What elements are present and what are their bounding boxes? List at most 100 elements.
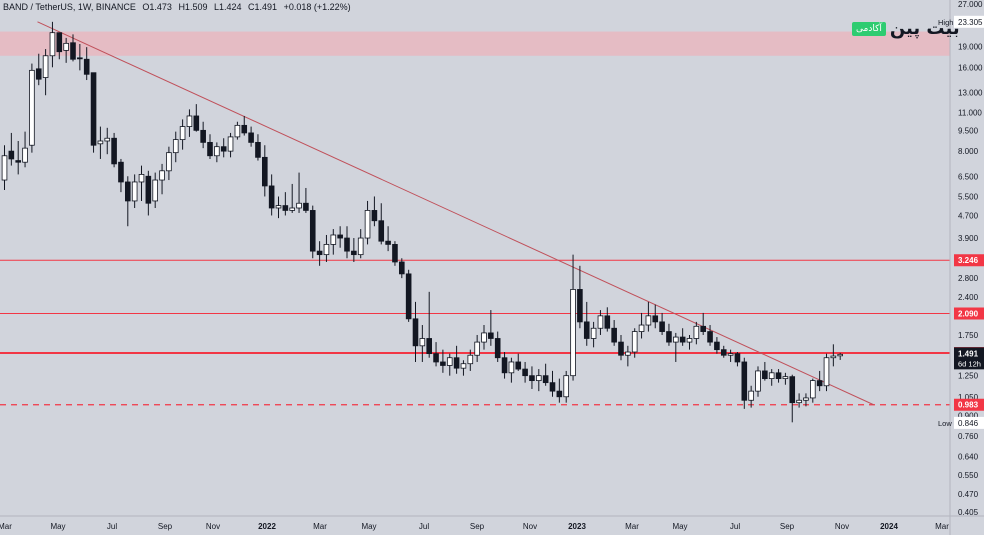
x-tick-label: Nov <box>523 522 537 531</box>
candle-body <box>316 250 323 256</box>
candle-body <box>323 244 330 256</box>
candle-body <box>542 375 549 384</box>
candle-body <box>234 124 241 138</box>
candle-body <box>282 205 289 211</box>
candle-body <box>522 368 528 377</box>
candle-body <box>768 372 775 380</box>
candle-body <box>159 170 165 181</box>
candle-body <box>200 129 206 143</box>
symbol-label: BAND / TetherUS, 1W, BINANCE <box>3 2 136 12</box>
candle-body <box>789 376 796 404</box>
last-price-value: 1.491 <box>958 349 979 358</box>
candle-body <box>371 210 378 222</box>
candle-body <box>70 42 76 60</box>
candle-body <box>49 32 56 57</box>
candle-body <box>782 376 789 380</box>
candle-body <box>536 375 542 382</box>
candle-body <box>748 390 754 401</box>
candle-body <box>570 289 576 377</box>
candle-body <box>673 336 679 343</box>
candle-body <box>810 380 816 399</box>
candle-body <box>638 324 645 332</box>
y-tick-label: 0.550 <box>958 471 979 480</box>
candle-body <box>741 361 748 401</box>
x-tick-label: 2022 <box>258 522 276 531</box>
last-price-badge <box>954 347 984 370</box>
y-tick-label: 16.000 <box>958 63 983 72</box>
candle-body <box>337 234 343 239</box>
candle-body <box>90 72 97 146</box>
candle-body <box>131 181 138 202</box>
candle-body <box>296 202 302 209</box>
y-tick-label: 19.000 <box>958 43 983 52</box>
extreme-value: 0.846 <box>958 419 979 428</box>
y-tick-label: 4.700 <box>958 211 979 220</box>
candle-body <box>344 237 350 252</box>
candle-body <box>104 137 111 142</box>
candle-body <box>186 115 193 127</box>
candle-body <box>29 69 35 146</box>
candle-body <box>77 57 83 60</box>
logo-text: بیت پین <box>889 18 960 39</box>
candle-body <box>303 202 309 211</box>
trendline <box>37 21 874 406</box>
candle-body <box>577 289 583 323</box>
candle-body <box>289 207 295 211</box>
candle-body <box>22 147 28 163</box>
candle-body <box>8 150 15 160</box>
level-value: 2.090 <box>958 309 979 318</box>
candle-body <box>392 244 398 263</box>
candle-body <box>453 357 460 369</box>
candle-body <box>83 58 90 75</box>
candle-body <box>152 179 159 202</box>
extreme-value: 23.305 <box>958 18 983 27</box>
candle-body <box>227 136 234 152</box>
candle-body <box>309 210 316 252</box>
candle-body <box>734 353 741 363</box>
y-tick-label: 0.470 <box>958 490 979 499</box>
candle-body <box>97 140 104 145</box>
candle-body <box>433 353 439 363</box>
x-tick-label: 2024 <box>880 522 898 531</box>
x-tick-label: Mar <box>313 522 327 531</box>
candle-body <box>645 315 652 326</box>
candle-body <box>179 126 186 141</box>
candle-body <box>385 240 391 245</box>
candle-body <box>467 354 474 365</box>
candle-body <box>666 331 672 343</box>
x-tick-label: May <box>672 522 687 531</box>
candle-body <box>275 205 282 209</box>
open-value: O1.473 <box>142 2 172 12</box>
candle-body <box>351 250 357 256</box>
candle-body <box>494 338 501 359</box>
candle-body <box>563 375 569 398</box>
candle-body <box>474 341 480 356</box>
y-tick-label: 0.640 <box>958 453 979 462</box>
y-tick-label: 2.800 <box>958 274 979 283</box>
candle-body <box>775 372 782 380</box>
candle-body <box>412 318 419 347</box>
candle-body <box>549 382 556 392</box>
candle-body <box>248 132 254 143</box>
x-tick-label: Sep <box>780 522 795 531</box>
y-tick-label: 2.400 <box>958 293 979 302</box>
candle-body <box>700 325 706 332</box>
x-tick-label: Jul <box>419 522 429 531</box>
candle-body <box>679 336 686 343</box>
candle-body <box>426 338 432 355</box>
candle-body <box>501 357 508 374</box>
close-value: C1.491 <box>248 2 278 12</box>
candle-body <box>35 68 42 80</box>
candle-body <box>145 175 152 204</box>
x-tick-label: Mar <box>625 522 639 531</box>
candle-body <box>707 331 713 343</box>
candle-body <box>405 273 412 320</box>
candle-body <box>460 363 467 369</box>
candle-body <box>693 325 700 339</box>
candle-body <box>686 338 693 343</box>
candle-body <box>762 370 768 380</box>
candle-body <box>172 139 179 154</box>
candle-body <box>166 152 172 172</box>
